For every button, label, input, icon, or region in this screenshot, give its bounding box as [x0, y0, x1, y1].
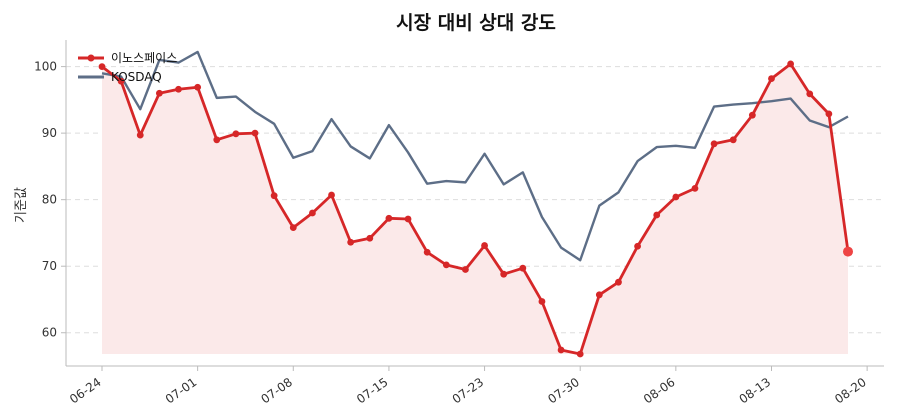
y-axis-label: 기준값	[14, 187, 29, 223]
data-point-inno	[615, 278, 622, 286]
data-point-inno	[232, 130, 240, 138]
data-point-inno	[576, 350, 584, 358]
series-line-inno	[101, 62, 850, 356]
y-tick-label: 60	[42, 326, 57, 340]
data-point-inno	[289, 224, 297, 232]
data-point-inno	[194, 83, 202, 91]
legend-marker-inno	[87, 54, 95, 62]
data-point-inno	[347, 238, 355, 246]
data-point-inno	[519, 264, 527, 272]
x-tick-label: 08-06	[641, 375, 678, 406]
y-tick-label: 80	[42, 193, 57, 207]
data-point-inno	[634, 242, 641, 250]
x-tick-label: 06-24	[67, 375, 104, 406]
data-point-inno	[270, 192, 278, 200]
data-point-inno	[787, 60, 795, 68]
data-point-inno	[481, 242, 488, 249]
data-point-inno	[175, 85, 182, 93]
x-tick-label: 08-20	[832, 375, 869, 406]
data-point-inno	[538, 298, 546, 305]
legend: 이노스페이스 KOSDAQ	[78, 51, 177, 84]
data-point-inno	[557, 346, 565, 354]
x-tick-label: 07-30	[545, 375, 582, 406]
data-point-inno	[423, 248, 431, 256]
series-layer	[98, 50, 853, 358]
data-point-inno	[213, 136, 221, 144]
data-point-inno	[806, 90, 814, 98]
data-point-inno	[462, 266, 469, 273]
x-tick-label: 07-08	[258, 375, 295, 406]
series-area-inno	[102, 63, 848, 355]
y-tick-label: 70	[42, 259, 57, 273]
y-tick-label: 100	[34, 60, 57, 74]
data-point-inno	[366, 234, 374, 242]
data-point-inno	[595, 291, 603, 299]
x-tick-label: 07-15	[354, 375, 391, 406]
data-point-inno	[729, 136, 737, 144]
data-point-inno	[672, 193, 680, 201]
data-point-inno	[385, 214, 393, 222]
data-point-inno	[328, 191, 335, 199]
data-point-inno	[155, 89, 163, 97]
legend-label-inno: 이노스페이스	[111, 51, 177, 65]
data-point-inno	[710, 140, 718, 148]
data-point-inno	[748, 111, 756, 119]
y-tick-label: 90	[42, 126, 57, 140]
data-point-inno	[653, 211, 661, 219]
data-point-inno	[404, 215, 412, 223]
data-point-inno	[98, 63, 106, 71]
data-point-inno	[117, 77, 125, 85]
x-tick-label: 07-01	[163, 375, 200, 406]
data-point-inno	[691, 184, 699, 192]
data-point-inno	[136, 131, 144, 139]
legend-label-kosdaq: KOSDAQ	[111, 70, 162, 84]
data-point-inno	[251, 129, 259, 137]
data-point-inno	[825, 110, 833, 118]
series-line-kosdaq	[101, 50, 849, 262]
data-point-inno	[442, 261, 450, 269]
chart-title: 시장 대비 상대 강도	[396, 12, 556, 34]
data-point-inno	[309, 209, 316, 217]
x-tick-label: 07-23	[450, 375, 487, 406]
x-tick-label: 08-13	[737, 375, 774, 406]
data-point-inno	[500, 270, 508, 278]
last-point-inno	[843, 246, 853, 257]
data-point-inno	[768, 75, 775, 82]
